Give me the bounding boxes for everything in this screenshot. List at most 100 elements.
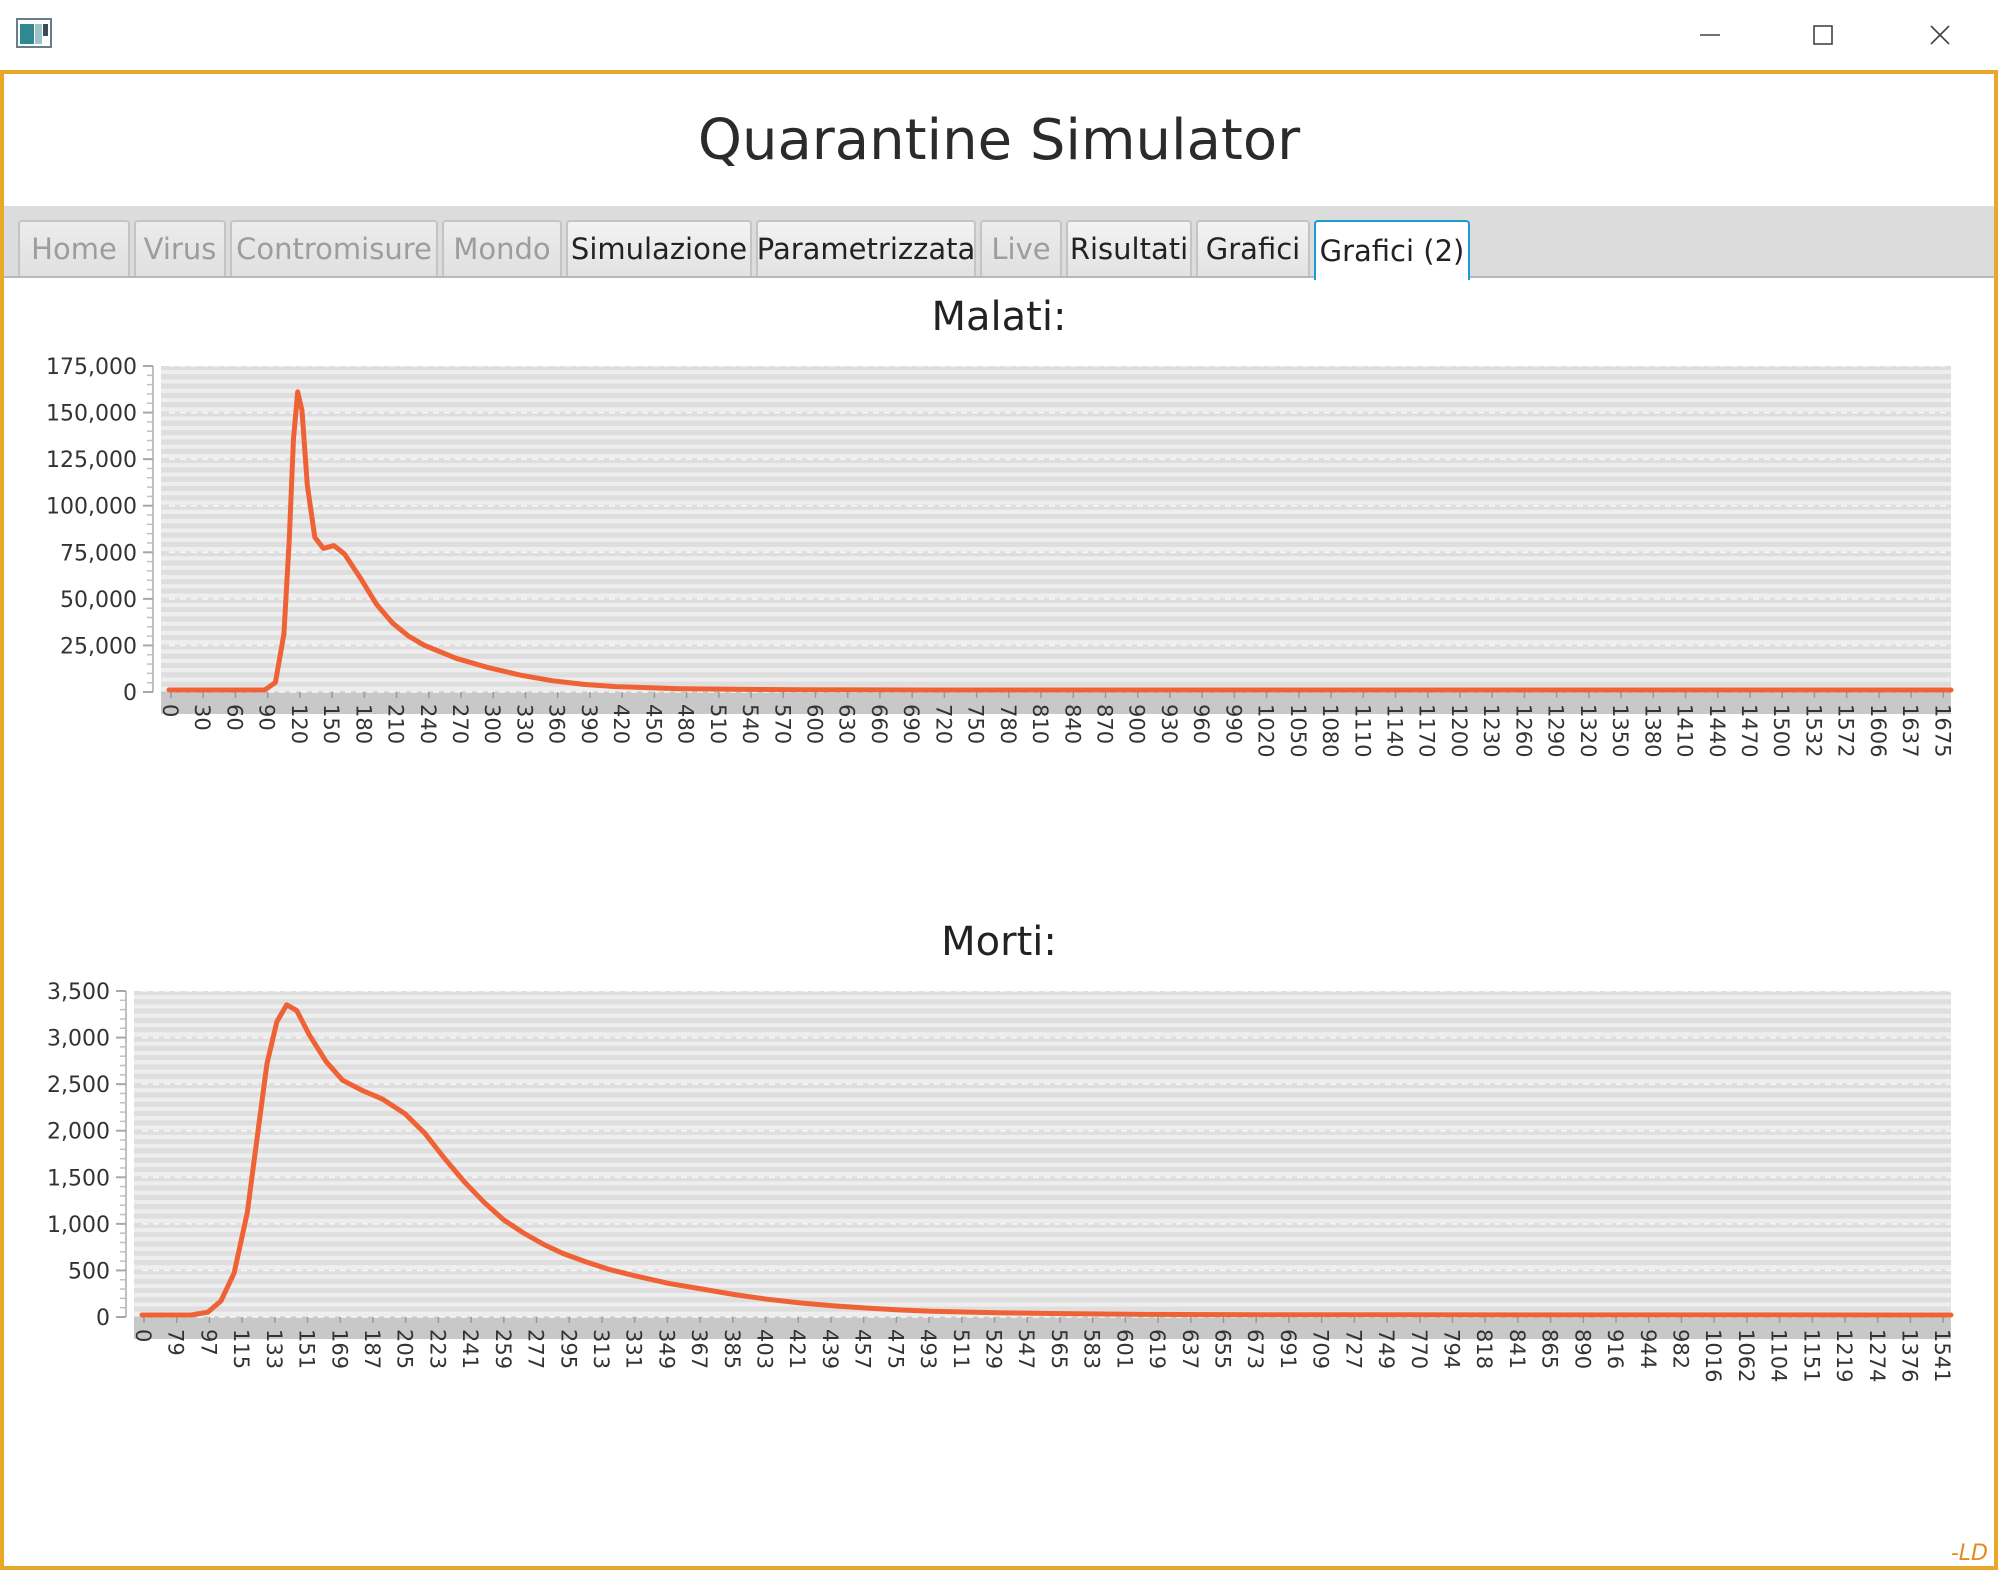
x-tick-label: 794 [1439, 1329, 1463, 1369]
x-tick-label: 493 [916, 1329, 940, 1369]
plot-stripe [134, 1227, 1951, 1233]
x-tick-label: 727 [1341, 1329, 1365, 1369]
x-tick-label: 749 [1374, 1329, 1398, 1369]
plot-stripe [161, 472, 1951, 477]
x-tick-label: 120 [287, 704, 311, 744]
plot-stripe [134, 1190, 1951, 1195]
x-tick-label: 630 [835, 704, 859, 744]
x-tick-label: 360 [545, 704, 569, 744]
plot-stripe [161, 444, 1951, 449]
chart-title-malati: Malati: [931, 294, 1067, 340]
tab-live[interactable]: Live [980, 220, 1062, 276]
plot-stripe [134, 1004, 1951, 1009]
plot-stripe [134, 1144, 1951, 1149]
x-tick-label: 770 [1407, 1329, 1431, 1369]
x-tick-label: 1606 [1866, 704, 1890, 757]
maximize-button[interactable] [1783, 6, 1863, 64]
tab-simulazione[interactable]: Simulazione [566, 220, 752, 276]
x-tick-label: 385 [720, 1329, 744, 1369]
x-tick-label: 660 [867, 704, 891, 744]
plot-stripe [134, 1116, 1951, 1121]
x-tick-label: 30 [190, 704, 214, 731]
plot-stripe [134, 1255, 1951, 1261]
x-tick-label: 1230 [1479, 704, 1503, 757]
minimize-button[interactable] [1670, 6, 1750, 64]
x-tick-label: 1380 [1640, 704, 1664, 757]
plot-stripe [134, 1088, 1951, 1093]
x-tick-label: 1350 [1608, 704, 1632, 757]
plot-stripe [161, 658, 1951, 663]
x-tick-label: 0 [131, 1329, 155, 1342]
tab-home[interactable]: Home [18, 220, 130, 276]
x-tick-label: 982 [1668, 1329, 1692, 1369]
x-tick-label: 150 [319, 704, 343, 744]
plot-stripe [161, 612, 1951, 617]
x-tick-label: 457 [851, 1329, 875, 1369]
plot-stripe [161, 388, 1951, 393]
x-tick-label: 673 [1243, 1329, 1267, 1369]
x-tick-label: 313 [589, 1329, 613, 1369]
plot-stripe [161, 435, 1951, 440]
y-tick-label: 100,000 [46, 495, 137, 520]
tab-contromisure[interactable]: Contromisure [230, 220, 438, 276]
x-tick-label: 865 [1538, 1329, 1562, 1369]
x-tick-label: 810 [1028, 704, 1052, 744]
tab-virus[interactable]: Virus [134, 220, 226, 276]
x-tick-label: 475 [883, 1329, 907, 1369]
x-tick-label: 60 [222, 704, 246, 731]
plot-stripe [134, 1125, 1951, 1130]
x-tick-label: 205 [393, 1329, 417, 1369]
x-tick-label: 97 [196, 1329, 220, 1356]
x-tick-label: 1140 [1383, 704, 1407, 757]
x-tick-label: 349 [654, 1329, 678, 1369]
x-axis-band [161, 692, 1951, 714]
plot-stripe [134, 1171, 1951, 1177]
x-tick-label: 1200 [1447, 704, 1471, 757]
x-tick-label: 840 [1060, 704, 1084, 744]
x-tick-label: 1110 [1350, 704, 1374, 757]
tab-risultati[interactable]: Risultati [1066, 220, 1192, 276]
x-tick-label: 870 [1093, 704, 1117, 744]
x-tick-label: 450 [641, 704, 665, 744]
plot-stripe [161, 453, 1951, 459]
plot-stripe [161, 528, 1951, 533]
plot-stripe [134, 1153, 1951, 1158]
plot-stripe [161, 379, 1951, 384]
x-tick-label: 930 [1157, 704, 1181, 744]
chart-morti: 0 500 1,000 1,500 2,000 2,500 3,000 3,500 0 79 97 1… [47, 980, 1954, 1382]
plot-stripe [134, 1060, 1951, 1065]
x-tick-label: 1080 [1318, 704, 1342, 757]
close-button[interactable] [1900, 6, 1980, 64]
maximize-icon [1813, 25, 1833, 45]
app-window: Quarantine Simulator Home Virus Contromi… [0, 70, 1998, 1570]
plot-stripe [134, 1069, 1951, 1074]
tab-mondo[interactable]: Mondo [442, 220, 562, 276]
plot-stripe [161, 416, 1951, 421]
x-tick-label: 1219 [1832, 1329, 1856, 1382]
y-tick-label: 2,500 [47, 1073, 110, 1098]
y-tick-label: 3,000 [47, 1027, 110, 1052]
x-tick-label: 547 [1014, 1329, 1038, 1369]
x-tick-label: 619 [1145, 1329, 1169, 1369]
tab-parametrizzata[interactable]: Parametrizzata [756, 220, 976, 276]
minimize-icon [1700, 34, 1720, 36]
chart-title-morti: Morti: [941, 919, 1057, 965]
plot-stripe [134, 1283, 1951, 1288]
x-tick-label: 944 [1636, 1329, 1660, 1369]
x-tick-label: 637 [1178, 1329, 1202, 1369]
tab-grafici[interactable]: Grafici [1196, 220, 1310, 276]
plot-stripe [161, 546, 1951, 552]
x-tick-label: 1151 [1799, 1329, 1823, 1382]
plot-stripe [161, 519, 1951, 524]
x-tick-label: 1050 [1286, 704, 1310, 757]
x-tick-label: 601 [1112, 1329, 1136, 1369]
x-tick-label: 540 [738, 704, 762, 744]
x-tick-label: 330 [512, 704, 536, 744]
chart-malati: 0 25,000 50,000 75,000 100,000 125,000 150,000… [46, 355, 1954, 757]
plot-stripe [134, 1209, 1951, 1214]
plot-stripe [134, 1106, 1951, 1112]
x-tick-label: 1104 [1767, 1329, 1791, 1382]
plot-stripe [161, 509, 1951, 514]
tab-grafici-2[interactable]: Grafici (2) [1314, 220, 1470, 280]
x-tick-label: 570 [770, 704, 794, 744]
